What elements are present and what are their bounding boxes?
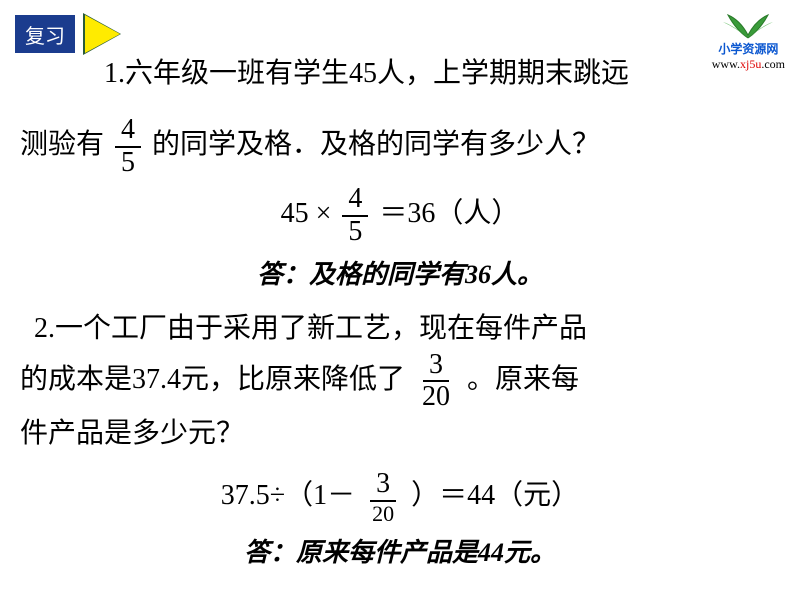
q1-line2: 测验有 4 5 的同学及格．及格的同学有多少人？	[20, 115, 780, 179]
q2-line2-pre: 的成本是37.4元，比原来降低了	[20, 364, 412, 395]
q1-calc-post: ＝36（人）	[379, 199, 519, 230]
q2-calc-frac: 3 20	[366, 469, 400, 526]
q2-calc-post: ）＝44（元）	[411, 480, 579, 511]
q1-fraction: 4 5	[115, 115, 141, 179]
q2-calc-frac-den: 20	[366, 502, 400, 526]
q2-calc-frac-num: 3	[370, 469, 396, 502]
q1-calc-frac-num: 4	[342, 184, 368, 217]
q2-answer: 答：原来每件产品是44元。	[20, 532, 780, 574]
q1-calculation: 45 × 4 5 ＝36（人）	[20, 184, 780, 248]
q1-line2-pre: 测验有	[20, 129, 104, 160]
q1-frac-num: 4	[115, 115, 141, 148]
q1-answer: 答：及格的同学有36人。	[20, 254, 780, 296]
arrow-icon	[85, 15, 120, 53]
slide-content: 1.六年级一班有学生45人，上学期期末跳远 测验有 4 5 的同学及格．及格的同…	[20, 52, 780, 574]
leaf-icon	[718, 10, 778, 40]
q2-fraction: 3 20	[416, 350, 456, 414]
q1-calc-frac: 4 5	[342, 184, 368, 248]
q2-calculation: 37.5÷（1－ 3 20 ）＝44（元）	[20, 469, 780, 526]
q2-line3: 件产品是多少元？	[20, 413, 780, 455]
q1-calc-pre: 45 ×	[281, 199, 332, 230]
q1-frac-den: 5	[115, 148, 141, 179]
q2-line1: 2.一个工厂由于采用了新工艺，现在每件产品	[20, 308, 780, 350]
review-tab: 复习	[15, 15, 75, 53]
q2-line2: 的成本是37.4元，比原来降低了 3 20 。原来每	[20, 350, 780, 414]
q2-frac-den: 20	[416, 382, 456, 413]
q1-line2-post: 的同学及格．及格的同学有多少人？	[152, 129, 600, 160]
q2-line2-post: 。原来每	[467, 364, 579, 395]
q2-block: 2.一个工厂由于采用了新工艺，现在每件产品 的成本是37.4元，比原来降低了 3…	[20, 308, 780, 456]
q1-line1: 1.六年级一班有学生45人，上学期期末跳远	[20, 52, 780, 97]
q2-frac-num: 3	[423, 350, 449, 383]
q2-calc-pre: 37.5÷（1－	[221, 480, 355, 511]
q1-calc-frac-den: 5	[342, 217, 368, 248]
